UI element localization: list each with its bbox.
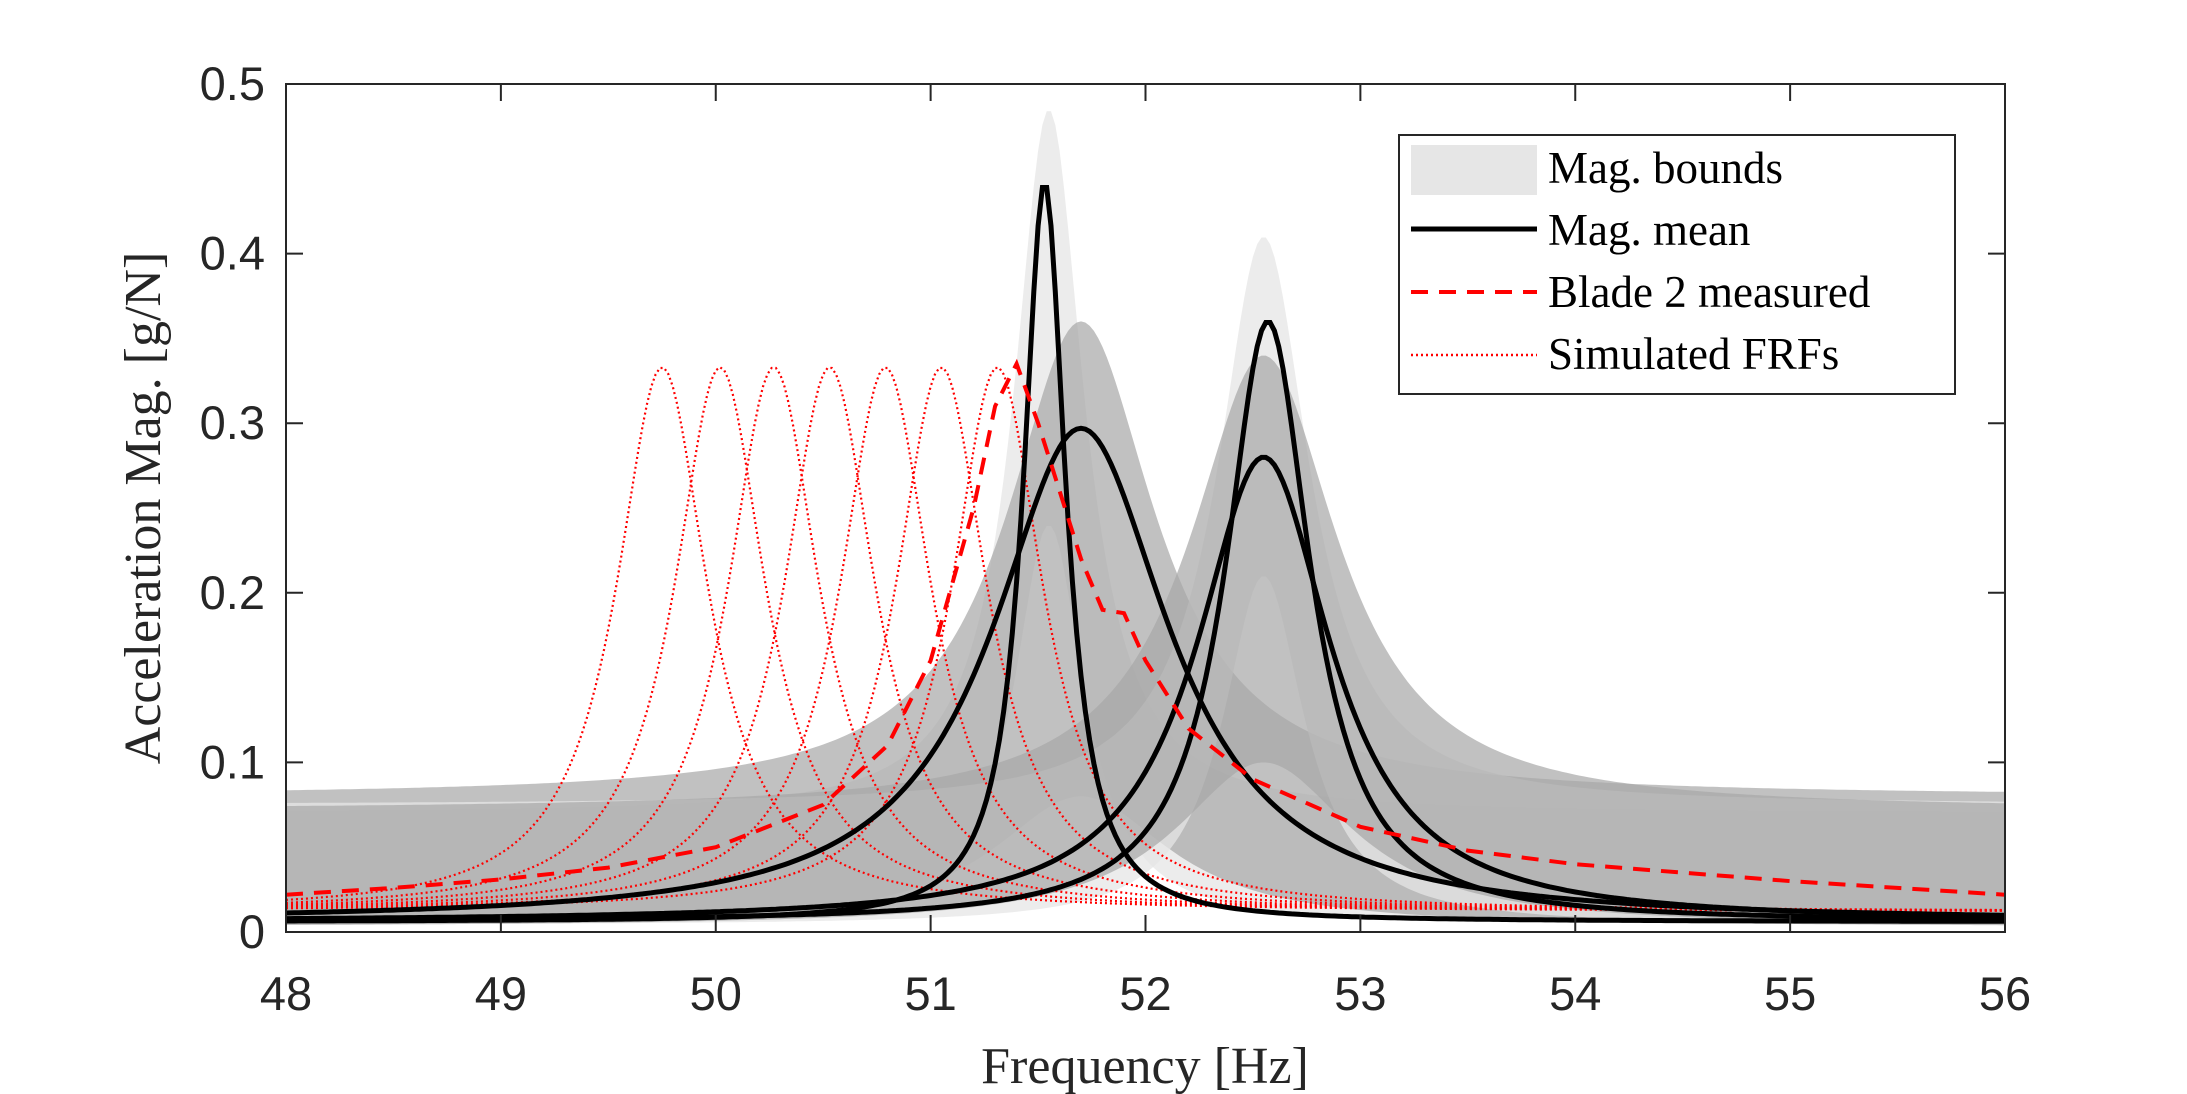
legend: Mag. bounds Mag. mean Blade 2 measured S… xyxy=(1398,134,1956,395)
mag-mean-lines xyxy=(286,185,2005,924)
x-tick-label-51: 51 xyxy=(904,967,956,1020)
mag-bound-band-4 xyxy=(286,355,2005,925)
x-tick-label-50: 50 xyxy=(690,967,742,1020)
y-tick-label-3: 0.3 xyxy=(200,396,265,449)
legend-swatch-bounds xyxy=(1411,145,1537,195)
mag-mean-line-4 xyxy=(286,454,2005,922)
legend-label-measured: Blade 2 measured xyxy=(1548,267,1870,317)
simulated-frf-5 xyxy=(286,366,2005,912)
legend-label-mean: Mag. mean xyxy=(1548,205,1750,255)
y-tick-label-0: 0 xyxy=(239,905,265,958)
x-tick-label-49: 49 xyxy=(475,967,527,1020)
y-tick-label-2: 0.2 xyxy=(200,566,265,619)
y-tick-label-5: 0.5 xyxy=(200,57,265,110)
simulated-frf-3 xyxy=(286,366,2005,912)
mag-bound-band-2 xyxy=(286,321,2005,926)
simulated-frf-4 xyxy=(286,366,2005,912)
x-tick-label-54: 54 xyxy=(1549,967,1601,1020)
legend-label-bounds: Mag. bounds xyxy=(1548,143,1783,193)
y-tick-label-4: 0.4 xyxy=(200,227,265,280)
y-tick-label-1: 0.1 xyxy=(200,735,265,788)
mag-mean-line-3 xyxy=(286,320,2005,923)
legend-label-simulated: Simulated FRFs xyxy=(1548,329,1839,379)
x-tick-label-48: 48 xyxy=(260,967,312,1020)
mag-bounds-bands xyxy=(286,111,2005,926)
x-tick-label-52: 52 xyxy=(1119,967,1171,1020)
axis-ticks: 48 49 50 51 52 53 54 55 56 0 0.1 0.2 0.3 0.4 0.5 xyxy=(200,57,2031,1020)
simulated-frf-1 xyxy=(286,366,2005,912)
simulated-frf-2 xyxy=(286,365,2005,912)
x-tick-label-53: 53 xyxy=(1334,967,1386,1020)
x-tick-label-55: 55 xyxy=(1764,967,1816,1020)
x-axis-label: Frequency [Hz] xyxy=(981,1038,1309,1094)
x-tick-label-56: 56 xyxy=(1979,967,2031,1020)
y-axis-label: Acceleration Mag. [g/N] xyxy=(115,252,172,765)
